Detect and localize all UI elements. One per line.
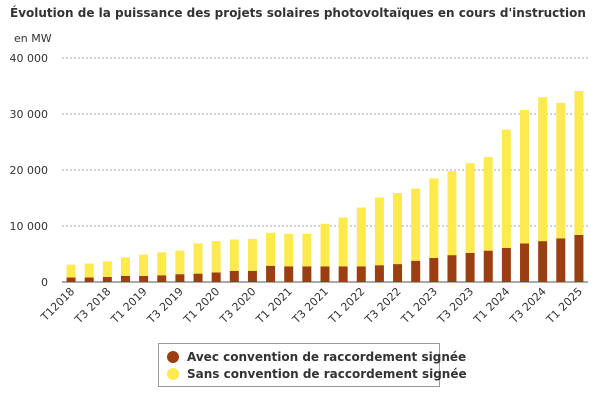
legend: Avec convention de raccordement signée S… xyxy=(158,343,467,387)
bar-without-convention[interactable] xyxy=(411,188,421,261)
bar-without-convention[interactable] xyxy=(302,233,312,267)
bar-with-convention[interactable] xyxy=(556,238,566,282)
y-tick-label: 30 000 xyxy=(10,108,49,121)
bar-without-convention[interactable] xyxy=(447,171,457,256)
bar-with-convention[interactable] xyxy=(356,266,366,282)
bar-with-convention[interactable] xyxy=(229,270,239,282)
bar-without-convention[interactable] xyxy=(574,91,584,235)
bar-with-convention[interactable] xyxy=(193,273,203,282)
x-tick-label: T3 2024 xyxy=(507,285,549,327)
bar-with-convention[interactable] xyxy=(338,266,348,282)
x-tick-label: T1 2020 xyxy=(180,285,222,327)
legend-label-with-convention: Avec convention de raccordement signée xyxy=(187,349,467,364)
bar-with-convention[interactable] xyxy=(84,277,94,282)
x-tick-label: T1 2022 xyxy=(326,285,368,327)
bar-without-convention[interactable] xyxy=(229,239,239,271)
bar-without-convention[interactable] xyxy=(393,192,403,265)
bar-without-convention[interactable] xyxy=(538,97,548,242)
x-tick-label: T1 2024 xyxy=(471,285,513,327)
bar-without-convention[interactable] xyxy=(338,217,348,267)
bar-with-convention[interactable] xyxy=(429,257,439,282)
x-tick-label: T3 2019 xyxy=(144,285,186,327)
y-tick-label: 20 000 xyxy=(10,164,49,177)
bar-without-convention[interactable] xyxy=(483,157,493,251)
legend-item-without-convention[interactable]: Sans convention de raccordement signée xyxy=(167,365,467,382)
bar-with-convention[interactable] xyxy=(247,270,257,282)
bar-without-convention[interactable] xyxy=(429,178,439,258)
bar-without-convention[interactable] xyxy=(175,250,185,275)
bar-without-convention[interactable] xyxy=(211,241,221,273)
bar-with-convention[interactable] xyxy=(465,252,475,282)
bar-with-convention[interactable] xyxy=(393,264,403,282)
bar-with-convention[interactable] xyxy=(66,277,76,282)
bar-without-convention[interactable] xyxy=(120,257,130,276)
bar-with-convention[interactable] xyxy=(411,260,421,282)
bar-without-convention[interactable] xyxy=(102,261,112,277)
x-tick-label: T3 2018 xyxy=(72,285,114,327)
bar-with-convention[interactable] xyxy=(139,275,149,282)
bar-with-convention[interactable] xyxy=(520,243,530,282)
bar-without-convention[interactable] xyxy=(356,207,366,267)
y-axis-label: en MW xyxy=(14,32,52,45)
x-tick-label: T1 2025 xyxy=(543,285,585,327)
x-tick-label: T3 2023 xyxy=(434,285,476,327)
y-tick-label: 10 000 xyxy=(10,220,49,233)
bar-without-convention[interactable] xyxy=(284,233,294,267)
legend-swatch-with-convention xyxy=(167,350,179,363)
chart-title: Évolution de la puissance des projets so… xyxy=(10,6,586,20)
bar-without-convention[interactable] xyxy=(501,129,511,248)
bar-without-convention[interactable] xyxy=(556,102,566,239)
bar-with-convention[interactable] xyxy=(320,266,330,282)
bar-with-convention[interactable] xyxy=(538,241,548,282)
y-tick-label: 40 000 xyxy=(10,52,49,65)
bar-with-convention[interactable] xyxy=(374,265,384,282)
bar-without-convention[interactable] xyxy=(247,238,257,271)
bar-without-convention[interactable] xyxy=(66,264,76,278)
bar-with-convention[interactable] xyxy=(266,265,276,282)
y-tick-label: 0 xyxy=(41,276,48,289)
bar-with-convention[interactable] xyxy=(211,272,221,282)
bar-with-convention[interactable] xyxy=(501,247,511,282)
bar-without-convention[interactable] xyxy=(266,232,276,266)
x-tick-label: T1 2019 xyxy=(108,285,150,327)
bar-with-convention[interactable] xyxy=(120,275,130,282)
y-tick-labels: 0 10 000 20 000 30 000 40 000 xyxy=(10,52,49,289)
x-tick-label: T3 2022 xyxy=(362,285,404,327)
bar-with-convention[interactable] xyxy=(284,266,294,282)
bar-without-convention[interactable] xyxy=(84,263,94,278)
bar-without-convention[interactable] xyxy=(157,252,167,276)
x-tick-label: T3 2020 xyxy=(217,285,259,327)
bars xyxy=(66,91,584,282)
bar-with-convention[interactable] xyxy=(157,275,167,282)
x-tick-label: T1 2023 xyxy=(398,285,440,327)
x-tick-label: T1 2021 xyxy=(253,285,295,327)
legend-swatch-without-convention xyxy=(167,367,179,380)
bar-with-convention[interactable] xyxy=(483,250,493,282)
bar-without-convention[interactable] xyxy=(465,163,475,253)
bar-without-convention[interactable] xyxy=(320,223,330,267)
x-tick-label: T3 2021 xyxy=(289,285,331,327)
bar-without-convention[interactable] xyxy=(139,254,149,276)
bar-without-convention[interactable] xyxy=(193,243,203,274)
bar-without-convention[interactable] xyxy=(520,110,530,244)
bar-without-convention[interactable] xyxy=(374,197,384,266)
bar-with-convention[interactable] xyxy=(574,234,584,282)
x-tick-label: T12018 xyxy=(38,285,77,324)
bar-with-convention[interactable] xyxy=(447,255,457,282)
bar-with-convention[interactable] xyxy=(175,274,185,282)
legend-label-without-convention: Sans convention de raccordement signée xyxy=(187,366,467,381)
legend-item-with-convention[interactable]: Avec convention de raccordement signée xyxy=(167,348,466,365)
bar-with-convention[interactable] xyxy=(302,266,312,282)
bar-with-convention[interactable] xyxy=(102,276,112,282)
